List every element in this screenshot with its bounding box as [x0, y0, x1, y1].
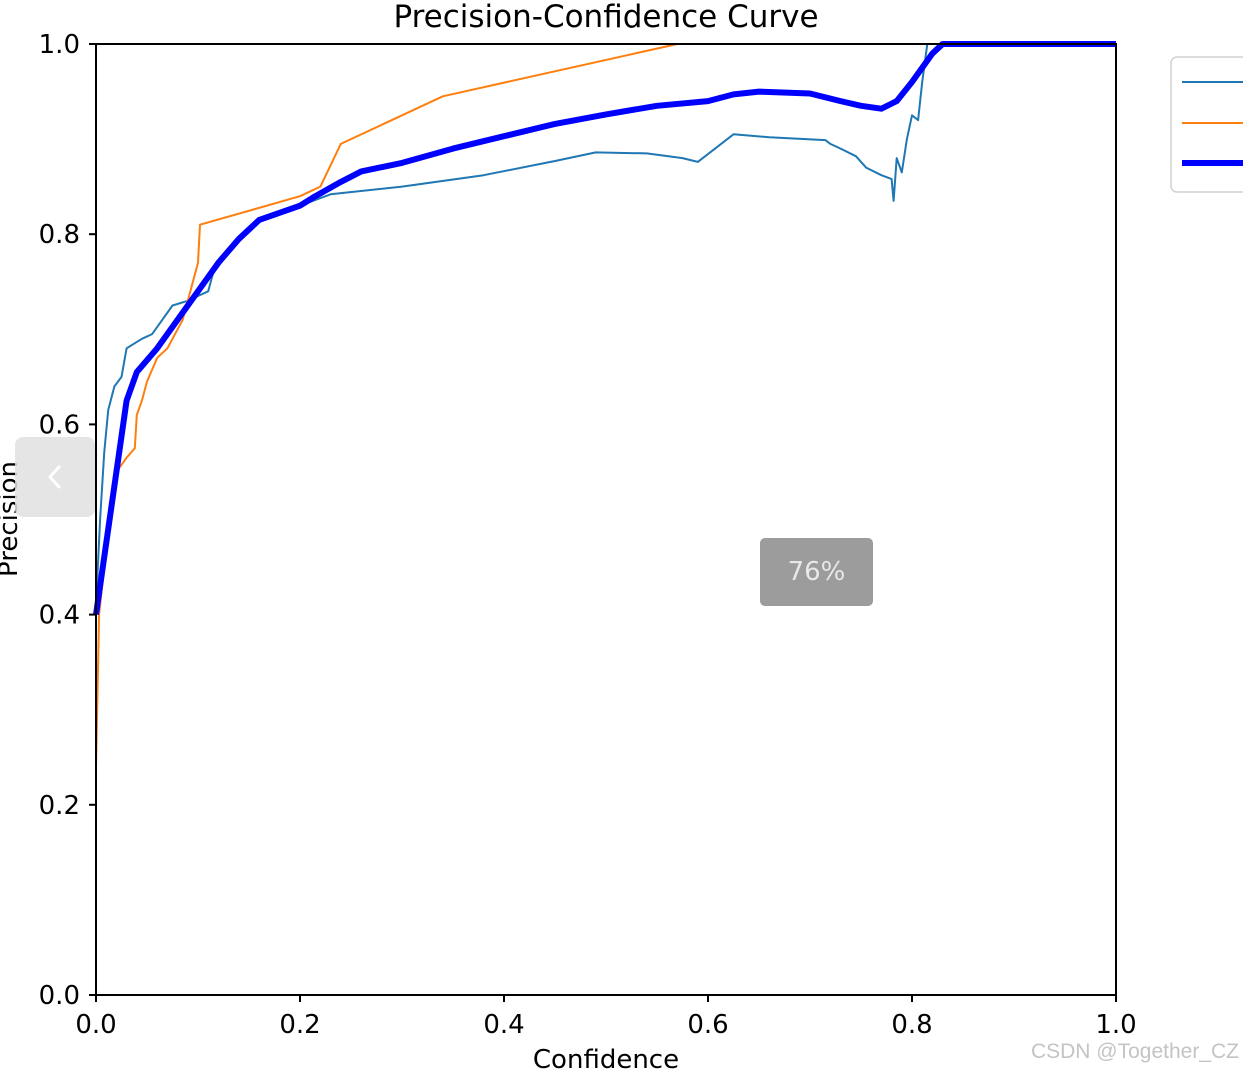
x-tick-label: 0.0 — [75, 1010, 116, 1040]
x-axis: 0.0 0.2 0.4 0.6 0.8 1.0 — [75, 995, 1137, 1040]
legend — [1170, 56, 1243, 193]
plot-frame — [95, 43, 1117, 996]
series-group — [93, 41, 1116, 767]
watermark: CSDN @Together_CZ — [1030, 1040, 1239, 1063]
chevron-left-icon — [48, 465, 61, 489]
y-tick-label: 0.0 — [39, 981, 80, 1011]
legend-box — [1170, 56, 1243, 193]
x-tick-label: 0.8 — [891, 1010, 932, 1040]
y-tick-label: 0.6 — [39, 410, 80, 440]
x-tick-label: 0.4 — [483, 1010, 524, 1040]
y-tick-label: 0.2 — [39, 791, 80, 821]
zoom-level-badge: 76% — [760, 538, 873, 606]
x-axis-label: Confidence — [533, 1045, 679, 1071]
x-tick-label: 0.6 — [687, 1010, 728, 1040]
y-axis: 0.0 0.2 0.4 0.6 0.8 1.0 — [39, 30, 96, 1011]
x-tick-label: 1.0 — [1095, 1010, 1136, 1040]
y-tick-label: 0.4 — [39, 601, 80, 631]
series-line-0 — [95, 43, 1116, 606]
series-line-2 — [93, 41, 1116, 616]
x-tick-label: 0.2 — [279, 1010, 320, 1040]
y-tick-label: 1.0 — [39, 30, 80, 60]
y-tick-label: 0.8 — [39, 220, 80, 250]
prev-image-button[interactable] — [15, 437, 95, 517]
chart-title: Precision-Confidence Curve — [393, 0, 818, 35]
